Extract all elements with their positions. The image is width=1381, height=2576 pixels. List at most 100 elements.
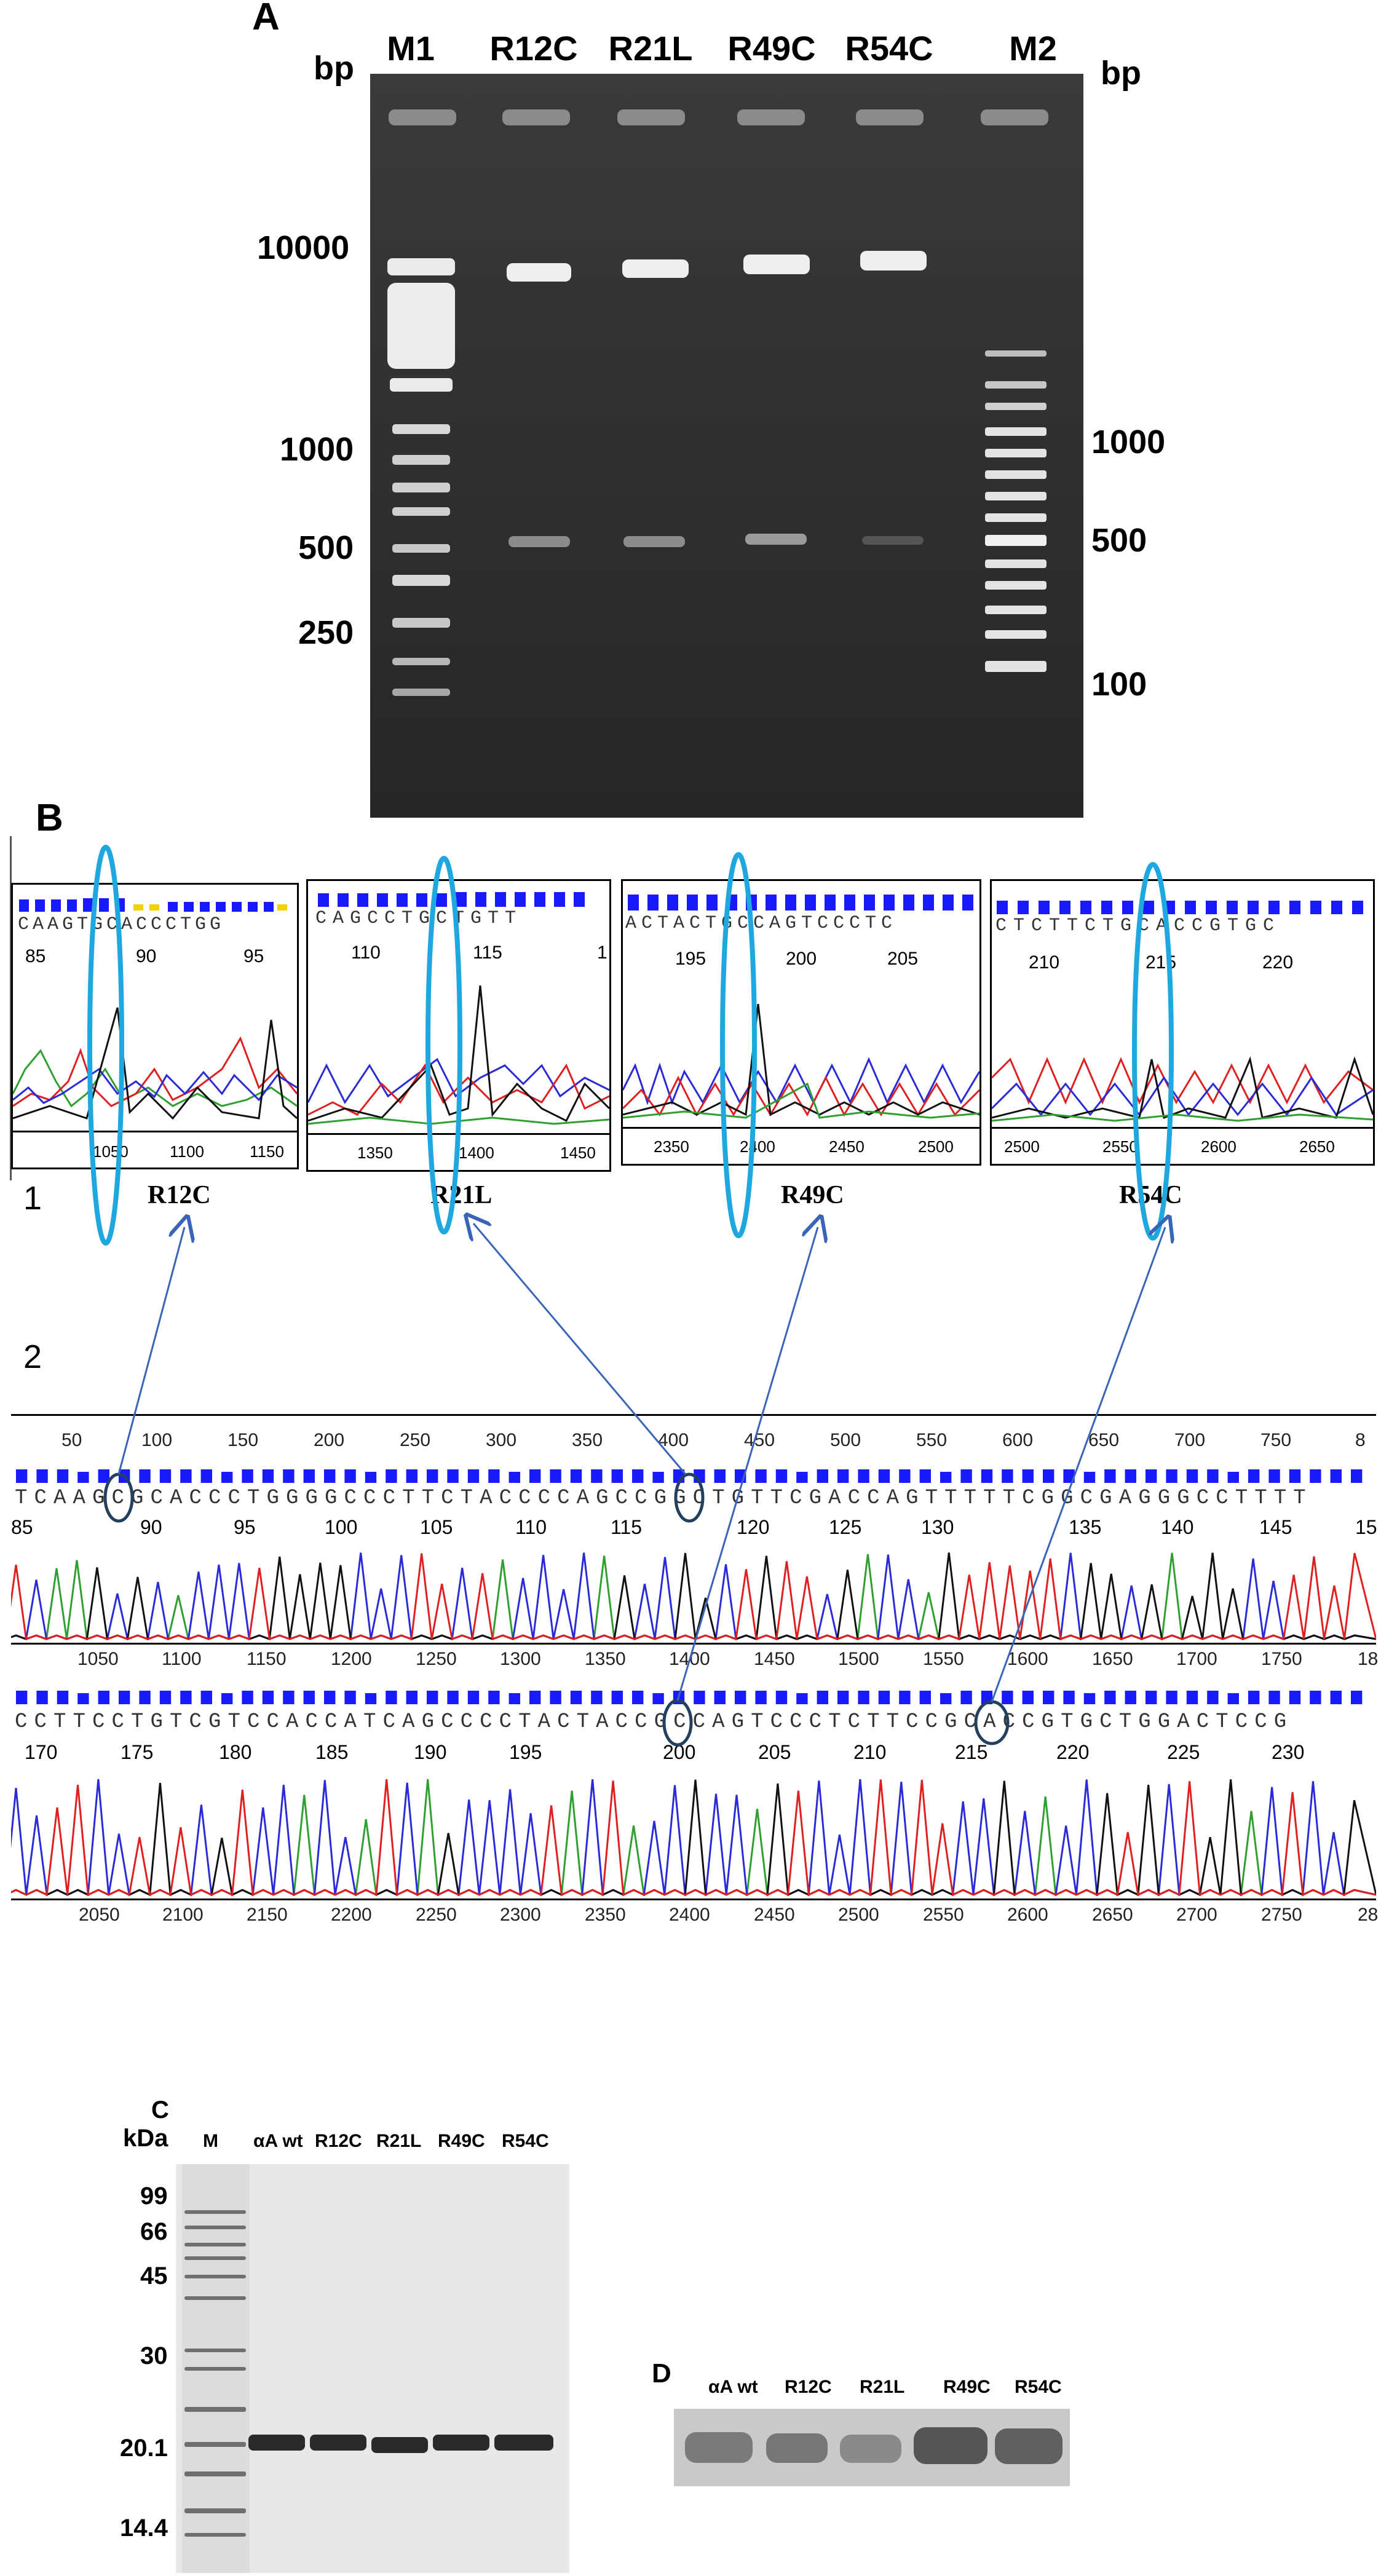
- marker-left-1000: 1000: [280, 431, 354, 468]
- track1-trace: [11, 1552, 1376, 1641]
- quality-bar: [1022, 1469, 1034, 1483]
- t2-bot-tick: 2600: [1007, 1905, 1048, 1925]
- t2-bot-tick: 2350: [585, 1905, 626, 1925]
- t1-top-tick: 100: [141, 1430, 173, 1450]
- quality-bar: [981, 1469, 993, 1483]
- quality-bar: [57, 1691, 69, 1704]
- t1-bot-tick: 1300: [500, 1649, 541, 1669]
- quality-bar: [796, 1693, 808, 1704]
- t1-num: 95: [234, 1516, 256, 1538]
- t2-num: 170: [25, 1741, 58, 1763]
- quality-bar: [570, 1469, 582, 1483]
- lane-label-m1: M1: [387, 29, 435, 68]
- bp-label-right: bp: [1101, 55, 1141, 92]
- t1-num: 85: [11, 1516, 33, 1538]
- t1-top-tick: 700: [1174, 1430, 1206, 1450]
- quality-bar: [735, 1691, 746, 1704]
- quality-bar: [57, 1469, 69, 1483]
- gel-bands: [370, 74, 1083, 818]
- t2-bot-tick: 2100: [162, 1905, 204, 1925]
- t2-num: 205: [758, 1741, 791, 1763]
- quality-bar: [1207, 1469, 1219, 1483]
- lane-label-r12c: R12C: [489, 29, 578, 68]
- quality-bar: [1248, 1469, 1260, 1483]
- wb-lane-r54c: R54C: [1015, 2377, 1062, 2397]
- quality-bar: [1166, 1691, 1177, 1704]
- track2-quality-bars: [16, 1691, 1363, 1704]
- quality-bar: [1227, 1472, 1239, 1483]
- quality-bar: [386, 1691, 397, 1704]
- quality-bar: [837, 1469, 849, 1483]
- quality-bar: [714, 1691, 726, 1704]
- quality-bar: [1063, 1691, 1075, 1704]
- t2-bot-tick: 2650: [1092, 1905, 1133, 1925]
- t1-bot-tick: 1550: [923, 1649, 964, 1669]
- kda-marker-45: 45: [140, 2262, 168, 2290]
- panel-a-letter: A: [252, 0, 280, 38]
- quality-bar: [98, 1691, 109, 1704]
- quality-bar: [427, 1691, 438, 1704]
- chrom-scale-r49c-4: 2500: [918, 1137, 954, 1156]
- row-label-2: 2: [23, 1338, 42, 1375]
- chrom-scale-r49c-1: 2350: [654, 1137, 689, 1156]
- wb-lane-r12c: R12C: [785, 2377, 832, 2397]
- quality-bar: [303, 1469, 315, 1483]
- chrom-num-r12c-1: 85: [25, 946, 46, 966]
- t1-bot-tick: 1150: [247, 1649, 287, 1669]
- quality-bar: [940, 1693, 952, 1704]
- quality-bar: [981, 1691, 993, 1704]
- track1-bottom-rule: [11, 1643, 1376, 1645]
- t2-bot-tick: 2700: [1176, 1905, 1217, 1925]
- quality-bar: [591, 1691, 603, 1704]
- quality-bar: [694, 1469, 705, 1483]
- chrom-num-r54c-3: 220: [1262, 952, 1294, 973]
- chrom-num-r12c-2: 90: [136, 946, 157, 966]
- quality-bar: [775, 1691, 788, 1704]
- wb-lane-r49c: R49C: [943, 2377, 991, 2397]
- chrom-num-r54c-1: 210: [1029, 952, 1060, 973]
- t2-num: 230: [1272, 1741, 1305, 1763]
- quality-bar: [632, 1691, 644, 1704]
- mutation-label-r54c: R54C: [1119, 1181, 1182, 1209]
- t2-bot-tick: 2550: [923, 1905, 964, 1925]
- quality-bar: [242, 1469, 253, 1483]
- chrom-num-r49c-1: 195: [675, 949, 706, 969]
- quality-bar: [139, 1469, 151, 1483]
- quality-bar: [159, 1469, 172, 1483]
- western-blot-bands: [674, 2409, 1070, 2486]
- chrom-seq-r21l: CAGCCTGCTGTT: [315, 908, 523, 929]
- t1-bot-tick: 1600: [1007, 1649, 1048, 1669]
- quality-bar: [1166, 1469, 1177, 1483]
- lane-label-m2: M2: [1009, 29, 1057, 68]
- quality-bar: [77, 1472, 89, 1483]
- t1-num: 115: [611, 1516, 643, 1538]
- chromatogram-box-r49c: ACTACTGCCAGTCCCTC 195 200 205 2350 2400 …: [621, 879, 981, 1166]
- t2-bot-tick: 2250: [416, 1905, 457, 1925]
- quality-bar: [36, 1691, 48, 1704]
- quality-bar: [365, 1472, 377, 1483]
- trace-line-T: [11, 1779, 1376, 1897]
- quality-bar: [262, 1691, 274, 1704]
- kda-marker-14-4: 14.4: [120, 2515, 168, 2542]
- track1-top-scale: 50 100 150 200 250 300 350 400 450 500 5…: [11, 1430, 1376, 1455]
- sds-lane-r49c: R49C: [438, 2131, 485, 2151]
- t2-num: 200: [663, 1741, 696, 1763]
- quality-bar: [36, 1469, 48, 1483]
- quality-bar: [858, 1469, 869, 1483]
- trace-line-G: [11, 1779, 1376, 1897]
- quality-bar: [1104, 1469, 1116, 1483]
- quality-bar: [386, 1469, 397, 1483]
- t1-top-tick: 150: [228, 1430, 259, 1450]
- t1-top-tick: 300: [486, 1430, 517, 1450]
- quality-bar: [817, 1469, 828, 1483]
- quality-bar: [98, 1469, 109, 1483]
- quality-bar: [1330, 1469, 1342, 1483]
- quality-bar: [324, 1691, 336, 1704]
- sds-lane-r12c: R12C: [315, 2131, 362, 2151]
- t2-bot-tick: 2300: [500, 1905, 541, 1925]
- t2-bot-tick: 2500: [838, 1905, 879, 1925]
- quality-bar: [919, 1469, 931, 1483]
- quality-bar: [837, 1691, 849, 1704]
- quality-bar: [1043, 1691, 1055, 1704]
- quality-bar: [652, 1693, 664, 1704]
